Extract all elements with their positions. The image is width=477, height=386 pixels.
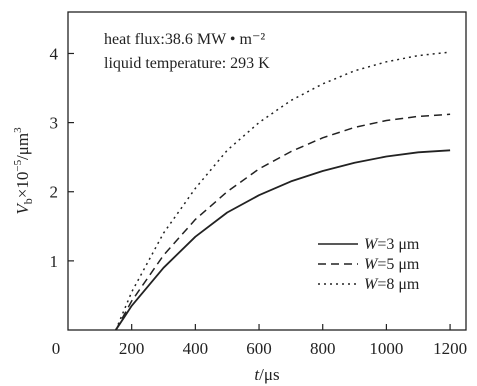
y-tick-label: 3	[50, 114, 59, 133]
x-tick-label: 1200	[433, 339, 467, 358]
series-line-2	[115, 113, 451, 331]
legend: W=3 μm W=5 μm W=8 μm	[318, 236, 420, 293]
y-axis-label: Vb×10−5/μm3	[12, 127, 35, 215]
x-tick-label: 400	[183, 339, 209, 358]
x-axis-label: t/μs	[254, 365, 279, 384]
x-tick-label: 600	[246, 339, 272, 358]
series-line-1	[115, 149, 451, 331]
annotation-liquid-temperature: liquid temperature: 293 K	[104, 55, 270, 72]
origin-label: 0	[52, 339, 61, 358]
legend-label-1: W=3 μm	[364, 236, 420, 253]
y-axis-ticks: 1 2 3 4	[50, 44, 74, 271]
series-line-3	[115, 51, 451, 331]
y-tick-label: 4	[50, 44, 59, 63]
series-lines	[115, 51, 451, 331]
x-tick-label: 200	[119, 339, 145, 358]
legend-label-2: W=5 μm	[364, 256, 420, 273]
y-tick-label: 1	[50, 252, 59, 271]
annotation-heat-flux: heat flux:38.6 MW • m⁻²	[104, 31, 265, 48]
x-tick-label: 1000	[369, 339, 403, 358]
y-tick-label: 2	[50, 183, 59, 202]
plot-frame	[67, 11, 467, 331]
legend-label-3: W=8 μm	[364, 276, 420, 293]
x-tick-label: 800	[310, 339, 336, 358]
x-axis-ticks: 200 400 600 800 1000 1200	[119, 324, 467, 358]
